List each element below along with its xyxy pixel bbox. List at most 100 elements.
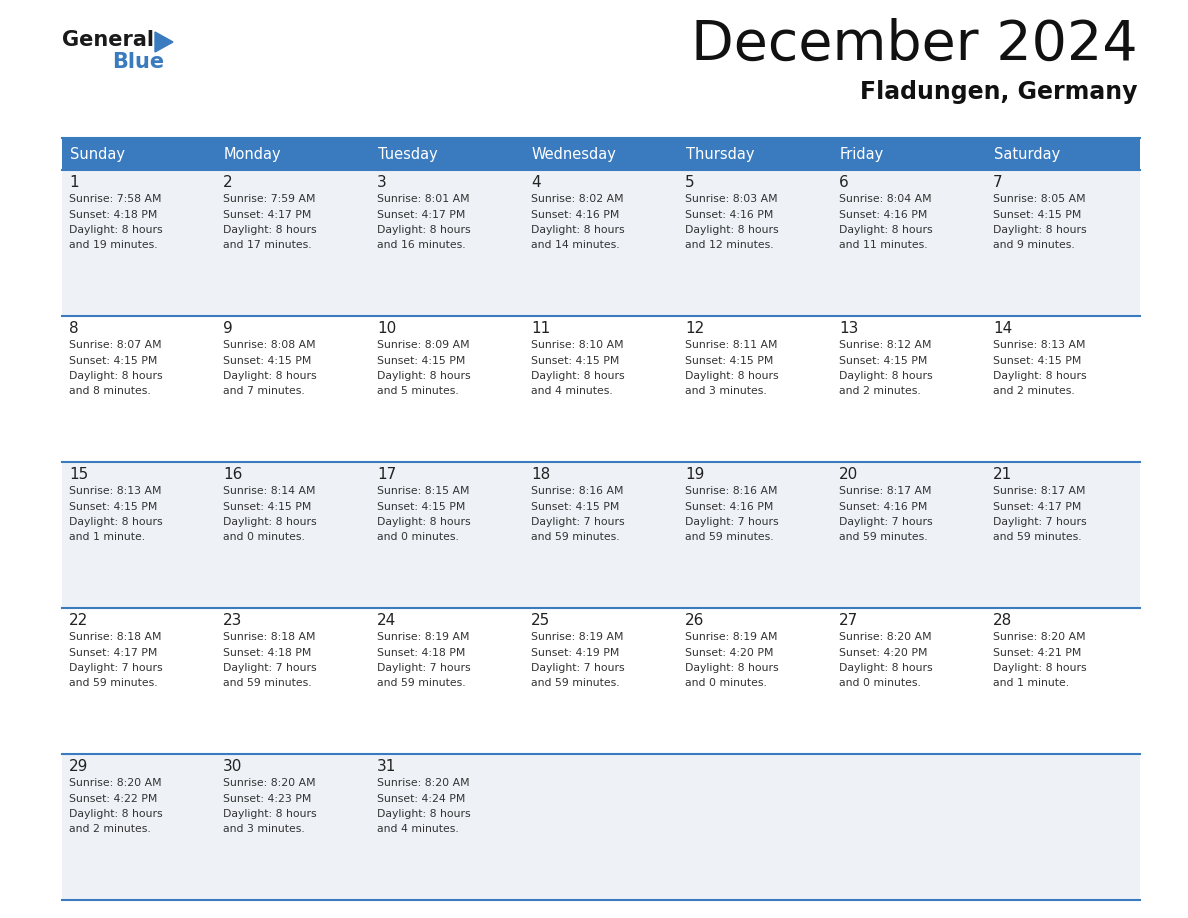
Text: 6: 6 <box>839 175 848 190</box>
Text: Monday: Monday <box>225 147 282 162</box>
Text: Sunrise: 8:01 AM: Sunrise: 8:01 AM <box>377 194 469 204</box>
Text: Daylight: 7 hours: Daylight: 7 hours <box>69 663 163 673</box>
Text: Sunrise: 8:11 AM: Sunrise: 8:11 AM <box>685 340 777 350</box>
Text: Daylight: 8 hours: Daylight: 8 hours <box>223 517 317 527</box>
Text: Sunset: 4:20 PM: Sunset: 4:20 PM <box>685 647 773 657</box>
Text: 16: 16 <box>223 467 242 482</box>
Text: Daylight: 8 hours: Daylight: 8 hours <box>377 371 470 381</box>
Text: 7: 7 <box>993 175 1003 190</box>
Text: Sunset: 4:18 PM: Sunset: 4:18 PM <box>223 647 311 657</box>
Text: Daylight: 8 hours: Daylight: 8 hours <box>223 225 317 235</box>
Text: 4: 4 <box>531 175 541 190</box>
Text: Daylight: 8 hours: Daylight: 8 hours <box>69 809 163 819</box>
Text: Sunrise: 8:09 AM: Sunrise: 8:09 AM <box>377 340 469 350</box>
Text: and 0 minutes.: and 0 minutes. <box>685 678 767 688</box>
Text: Sunrise: 8:17 AM: Sunrise: 8:17 AM <box>839 486 931 496</box>
Text: and 11 minutes.: and 11 minutes. <box>839 241 928 251</box>
Text: Sunset: 4:20 PM: Sunset: 4:20 PM <box>839 647 928 657</box>
Text: Sunrise: 8:20 AM: Sunrise: 8:20 AM <box>69 778 162 788</box>
Text: 30: 30 <box>223 759 242 774</box>
Text: 24: 24 <box>377 613 397 628</box>
Text: 5: 5 <box>685 175 695 190</box>
Bar <box>62 754 1140 900</box>
Text: Sunset: 4:18 PM: Sunset: 4:18 PM <box>69 209 157 219</box>
Text: Sunset: 4:15 PM: Sunset: 4:15 PM <box>377 355 466 365</box>
Text: 2: 2 <box>223 175 233 190</box>
Text: Blue: Blue <box>112 52 164 72</box>
Text: General: General <box>62 30 154 50</box>
Text: Tuesday: Tuesday <box>378 147 437 162</box>
Text: and 59 minutes.: and 59 minutes. <box>531 532 620 543</box>
Text: Daylight: 8 hours: Daylight: 8 hours <box>685 371 778 381</box>
Text: Sunset: 4:15 PM: Sunset: 4:15 PM <box>685 355 773 365</box>
Text: Sunset: 4:15 PM: Sunset: 4:15 PM <box>993 209 1081 219</box>
Bar <box>62 138 1140 170</box>
Text: and 5 minutes.: and 5 minutes. <box>377 386 459 397</box>
Text: and 59 minutes.: and 59 minutes. <box>993 532 1081 543</box>
Text: Daylight: 8 hours: Daylight: 8 hours <box>993 663 1087 673</box>
Text: and 0 minutes.: and 0 minutes. <box>839 678 921 688</box>
Text: Sunset: 4:15 PM: Sunset: 4:15 PM <box>69 355 157 365</box>
Text: Daylight: 8 hours: Daylight: 8 hours <box>377 517 470 527</box>
Text: 18: 18 <box>531 467 550 482</box>
Text: and 4 minutes.: and 4 minutes. <box>531 386 613 397</box>
Text: 25: 25 <box>531 613 550 628</box>
Text: Sunset: 4:23 PM: Sunset: 4:23 PM <box>223 793 311 803</box>
Text: and 59 minutes.: and 59 minutes. <box>223 678 311 688</box>
Text: Wednesday: Wednesday <box>532 147 617 162</box>
Text: and 3 minutes.: and 3 minutes. <box>685 386 766 397</box>
Text: and 19 minutes.: and 19 minutes. <box>69 241 158 251</box>
Text: Daylight: 8 hours: Daylight: 8 hours <box>685 225 778 235</box>
Text: and 12 minutes.: and 12 minutes. <box>685 241 773 251</box>
Text: Sunset: 4:22 PM: Sunset: 4:22 PM <box>69 793 157 803</box>
Text: Fladungen, Germany: Fladungen, Germany <box>860 80 1138 104</box>
Text: and 9 minutes.: and 9 minutes. <box>993 241 1075 251</box>
Text: Daylight: 8 hours: Daylight: 8 hours <box>223 809 317 819</box>
Text: Sunset: 4:17 PM: Sunset: 4:17 PM <box>377 209 466 219</box>
Text: Sunrise: 8:07 AM: Sunrise: 8:07 AM <box>69 340 162 350</box>
Text: Sunrise: 8:18 AM: Sunrise: 8:18 AM <box>69 632 162 642</box>
Text: Sunrise: 8:16 AM: Sunrise: 8:16 AM <box>531 486 624 496</box>
Text: Sunrise: 8:05 AM: Sunrise: 8:05 AM <box>993 194 1086 204</box>
Text: Daylight: 7 hours: Daylight: 7 hours <box>685 517 778 527</box>
Text: and 2 minutes.: and 2 minutes. <box>839 386 921 397</box>
Text: Sunset: 4:15 PM: Sunset: 4:15 PM <box>223 501 311 511</box>
Text: 19: 19 <box>685 467 704 482</box>
Text: Friday: Friday <box>840 147 884 162</box>
Text: Sunset: 4:15 PM: Sunset: 4:15 PM <box>531 355 619 365</box>
Text: Daylight: 8 hours: Daylight: 8 hours <box>839 663 933 673</box>
Text: 15: 15 <box>69 467 88 482</box>
Text: 21: 21 <box>993 467 1012 482</box>
Text: and 1 minute.: and 1 minute. <box>993 678 1069 688</box>
Text: Daylight: 8 hours: Daylight: 8 hours <box>531 371 625 381</box>
Text: Sunset: 4:17 PM: Sunset: 4:17 PM <box>993 501 1081 511</box>
Text: Sunrise: 7:59 AM: Sunrise: 7:59 AM <box>223 194 316 204</box>
Text: Sunrise: 8:16 AM: Sunrise: 8:16 AM <box>685 486 777 496</box>
Text: 20: 20 <box>839 467 858 482</box>
Text: Sunset: 4:15 PM: Sunset: 4:15 PM <box>377 501 466 511</box>
Text: 3: 3 <box>377 175 387 190</box>
Text: Sunset: 4:24 PM: Sunset: 4:24 PM <box>377 793 466 803</box>
Text: Sunrise: 8:12 AM: Sunrise: 8:12 AM <box>839 340 931 350</box>
Text: Sunrise: 8:03 AM: Sunrise: 8:03 AM <box>685 194 778 204</box>
Text: and 17 minutes.: and 17 minutes. <box>223 241 311 251</box>
Text: Sunrise: 8:17 AM: Sunrise: 8:17 AM <box>993 486 1086 496</box>
Text: Thursday: Thursday <box>685 147 754 162</box>
Text: Sunrise: 8:20 AM: Sunrise: 8:20 AM <box>839 632 931 642</box>
Text: Daylight: 8 hours: Daylight: 8 hours <box>531 225 625 235</box>
Text: Daylight: 8 hours: Daylight: 8 hours <box>69 517 163 527</box>
Text: Sunrise: 8:19 AM: Sunrise: 8:19 AM <box>377 632 469 642</box>
Text: 29: 29 <box>69 759 88 774</box>
Text: 13: 13 <box>839 321 859 336</box>
Text: Daylight: 8 hours: Daylight: 8 hours <box>69 371 163 381</box>
Text: and 2 minutes.: and 2 minutes. <box>993 386 1075 397</box>
Text: Sunrise: 8:19 AM: Sunrise: 8:19 AM <box>531 632 624 642</box>
Text: Sunset: 4:15 PM: Sunset: 4:15 PM <box>531 501 619 511</box>
Text: Saturday: Saturday <box>994 147 1060 162</box>
Text: Sunrise: 8:04 AM: Sunrise: 8:04 AM <box>839 194 931 204</box>
Text: Daylight: 8 hours: Daylight: 8 hours <box>839 225 933 235</box>
Text: Daylight: 7 hours: Daylight: 7 hours <box>839 517 933 527</box>
Text: Sunrise: 8:10 AM: Sunrise: 8:10 AM <box>531 340 624 350</box>
Text: Sunrise: 8:08 AM: Sunrise: 8:08 AM <box>223 340 316 350</box>
Text: 14: 14 <box>993 321 1012 336</box>
